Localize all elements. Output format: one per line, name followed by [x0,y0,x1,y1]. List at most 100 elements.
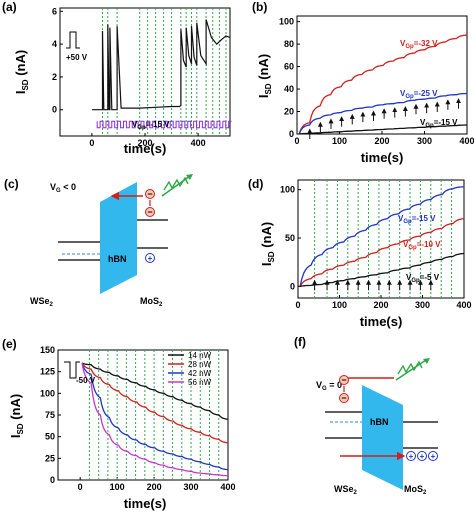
panel-d-red-series-label: VGp=-10 V [403,240,441,251]
panel-e-ytick-label: 25 [45,453,55,463]
panel-f: (f) VG = 0 hBN − − + + + WSe2 MoS2 [294,335,438,496]
panel-e-series-red [81,362,229,444]
panel-f-hole-3-sign: + [431,452,436,461]
panel-e-xtick-label: 300 [184,482,199,492]
panel-d-blue-series-label: VGp=-15 V [398,214,436,225]
panel-d-series-blue [299,186,465,287]
panel-b-series-black [299,124,467,135]
panel-d-series-black [299,252,465,288]
panel-e-series-black [81,362,229,420]
panel-b-series-blue [298,92,468,135]
panel-f-electron-2-sign: − [341,393,346,403]
panel-e-legend-label: 14 nW [188,351,212,360]
panel-d: (d) 0 100 200 300 400 0 50 100 VGp=-15 V VGp=-1… [248,177,472,329]
panel-e-ytick-label: 100 [40,388,55,398]
panel-a-xtick-label: 400 [191,138,206,148]
panel-d-xtick-label: 400 [456,300,471,310]
panel-b-ylabel: ISD (nA) [256,54,273,98]
panel-a-ytick-label: 2 [52,72,57,82]
panel-a-xtick-label: 0 [89,138,94,148]
panel-d-label: (d) [248,177,263,191]
panel-d-ytick-label: 0 [290,281,295,291]
panel-e-pulse-icon [64,361,80,379]
panel-b-label: (b) [252,0,267,14]
panel-d-xtick-label: 200 [373,300,388,310]
panel-e-label: (e) [2,337,17,351]
panel-a-ytick-label: 4 [52,39,57,49]
panel-f-electron-1-sign: − [341,375,346,385]
panel-f-hole-1 [406,451,416,461]
panel-e-legend-label: 56 nW [188,378,212,387]
panel-b-xtick-label: 100 [332,136,347,146]
panel-a-current-trace [91,19,231,111]
panel-b-ytick-label: 80 [284,39,294,49]
panel-d-plot: 0 100 200 300 400 0 50 100 [280,180,472,310]
panel-e-ytick-label: 50 [45,432,55,442]
panel-b-xlabel: time(s) [361,150,404,165]
panel-c-electron-1-sign: − [147,189,152,199]
panel-b-xtick-label: 200 [374,136,389,146]
panel-c-wse2-label: WSe2 [30,296,54,308]
panel-a-pulse-icon [66,31,80,49]
panel-c-mos2-label: MoS2 [140,296,163,308]
panel-b-ytick-label: 20 [284,107,294,117]
panel-e-xtick-label: 0 [78,482,83,492]
panel-d-ytick-label: 50 [285,233,295,243]
panel-e-xtick-label: 200 [147,482,162,492]
panel-c-hole-sign: + [148,254,153,263]
panel-f-hole-2-sign: + [420,452,425,461]
panel-c-label: (c) [4,177,19,191]
panel-d-frame [297,179,465,299]
panel-e-ytick-label: 150 [40,345,55,355]
panel-a-xlabel: time(s) [124,141,167,156]
panel-b-ytick-label: 60 [284,62,294,72]
panel-d-xtick-label: 0 [295,300,300,310]
panel-a-frame [59,7,231,137]
panel-c-electron-2 [145,207,155,217]
panel-a-gate-pulse-trace [96,120,232,129]
panel-a-pulse-label: +50 V [66,53,88,62]
panel-f-hole-2 [417,451,427,461]
panel-d-ylabel: ISD (nA) [259,222,276,266]
panel-a-ytick-label: 6 [52,6,57,16]
panel-b-series-red [298,34,468,135]
panel-e-ytick-label: 0 [50,475,55,485]
panel-e-ytick-label: 125 [40,367,55,377]
panel-c-electron-2-sign: − [147,207,152,217]
panel-a-label: (a) [2,0,17,14]
panel-b-ytick-label: 40 [284,84,294,94]
panel-f-gate-label: VG = 0 [316,380,342,392]
panel-e-plot: 0 100 200 300 400 0 25 50 75 100 125 150 [40,345,236,492]
panel-c-gate-label: VG < 0 [50,182,76,194]
panel-e-ytick-label: 75 [45,410,55,420]
panel-c-hbn-label: hBN [108,254,127,264]
panel-d-series-red [299,218,465,287]
panel-e-series-blue [81,362,229,471]
panel-b-ytick-label: 100 [279,17,294,27]
panel-e-legend-label: 42 nW [188,369,212,378]
panel-f-electron-1 [339,375,349,385]
panel-f-label: (f) [294,335,306,349]
panel-d-black-series-label: VGp=-5 V [406,273,440,284]
panel-b-plot: 0 100 200 300 400 0 20 40 60 80 100 [279,17,474,146]
panel-e-xlabel: time(s) [124,496,167,511]
panel-d-xlabel: time(s) [360,314,403,329]
panel-a-ylabel: ISD (nA) [13,50,30,94]
panel-f-light-icon [395,358,430,381]
panel-e-series-magenta [81,362,229,477]
panel-c-electron-1 [145,189,155,199]
panel-c-light-icon [161,174,193,197]
panel-f-wse2-label: WSe2 [334,484,358,496]
panel-d-xtick-label: 100 [332,300,347,310]
panel-b-xtick-label: 400 [459,136,474,146]
panel-e-legend-label: 28 nW [188,360,212,369]
panel-f-hole-1-sign: + [409,452,414,461]
panel-c-hole [145,253,155,263]
panel-b-red-series-label: VGp=-32 V [400,39,438,50]
panel-a-ytick-label: 0 [52,105,57,115]
panel-b-xtick-label: 300 [417,136,432,146]
